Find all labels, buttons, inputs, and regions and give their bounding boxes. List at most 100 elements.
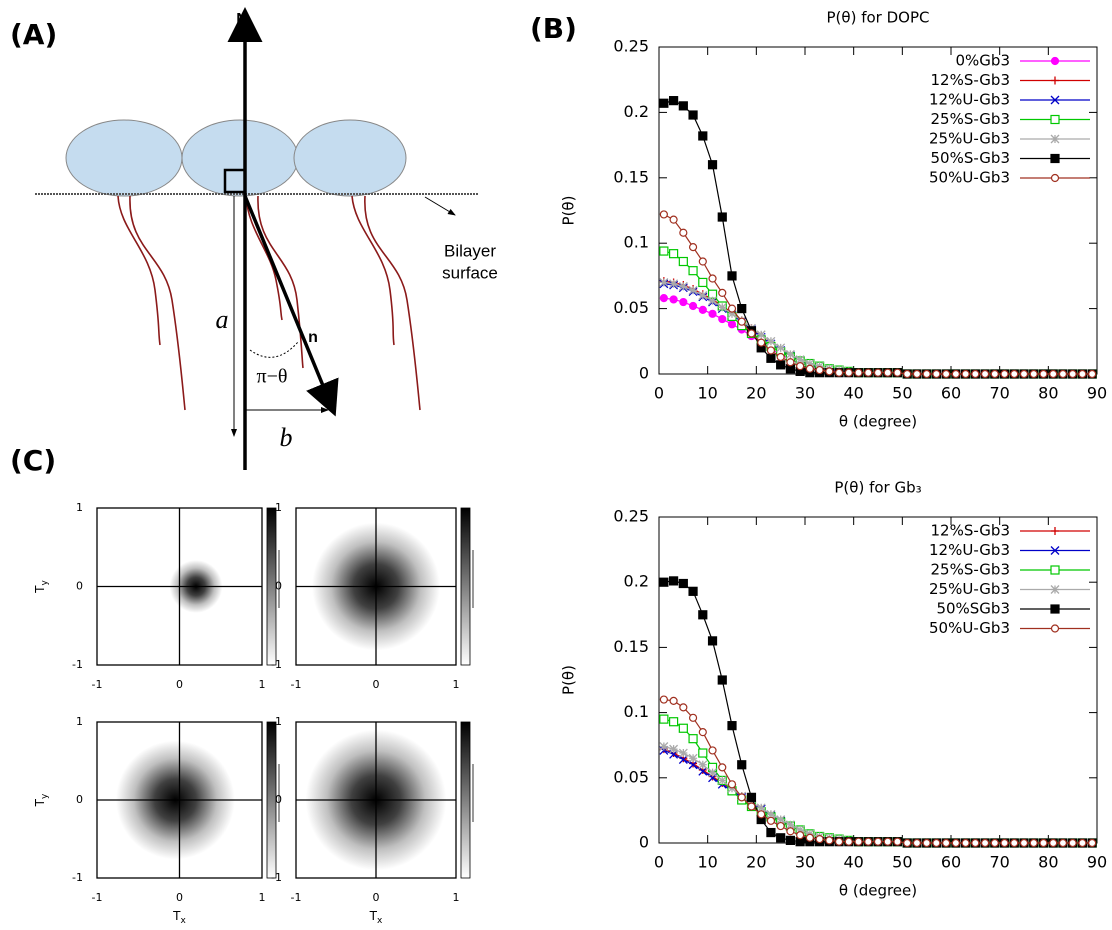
marker [922, 369, 931, 379]
marker [1039, 838, 1048, 848]
marker [873, 368, 883, 377]
marker [1010, 838, 1019, 848]
marker [659, 98, 669, 108]
marker [688, 734, 698, 744]
marker [668, 576, 679, 586]
y-axis-label-sub: y [40, 793, 50, 799]
x-axis-label: Tx [369, 909, 383, 926]
x-tick-label: 0 [654, 853, 664, 872]
marker [718, 288, 727, 298]
marker [796, 831, 805, 840]
marker [854, 837, 863, 846]
x-tick-label: -1 [291, 891, 302, 904]
marker [756, 330, 766, 340]
diagram-label: a [216, 305, 229, 334]
marker [883, 837, 892, 846]
marker [698, 257, 707, 266]
x-axis-label-sub: x [377, 916, 383, 926]
marker [737, 317, 746, 326]
marker [942, 838, 951, 848]
marker [708, 746, 717, 755]
marker [844, 368, 853, 377]
marker [679, 297, 688, 307]
x-axis-label: Tx [172, 909, 186, 926]
marker [737, 760, 747, 770]
x-tick-label: 30 [795, 384, 815, 403]
y-tick-label: 1 [275, 501, 282, 514]
y-tick-label: 0 [639, 364, 649, 383]
lipid-head [65, 119, 183, 197]
x-tick-label: 50 [892, 853, 912, 872]
x-tick-label: 80 [1038, 853, 1058, 872]
marker [688, 266, 698, 276]
chart-title: P(θ) for DOPC [827, 9, 930, 27]
marker [776, 821, 785, 831]
marker [971, 838, 980, 848]
series-line [663, 281, 1093, 375]
marker [708, 274, 717, 283]
marker [796, 362, 805, 371]
x-tick-label: 10 [697, 384, 717, 403]
marker [717, 775, 727, 785]
legend-label: 50%U-Gb3 [929, 619, 1010, 637]
series-line [663, 283, 1093, 375]
y-tick-label: 0 [275, 580, 282, 593]
legend-label: 0%Gb3 [956, 52, 1011, 70]
marker [669, 279, 679, 289]
marker [659, 714, 669, 724]
diagram: N Bilayer surface a n π−θ b [35, 7, 498, 470]
x-tick-label: 80 [1038, 384, 1058, 403]
marker [1010, 369, 1019, 379]
marker [786, 827, 795, 836]
marker [668, 249, 679, 259]
marker [688, 713, 698, 722]
marker [1088, 838, 1097, 848]
y-tick-label: 0 [76, 793, 83, 806]
x-tick-label: 0 [176, 678, 183, 691]
marker [708, 309, 717, 318]
marker [951, 838, 960, 848]
x-tick-label: 60 [941, 384, 961, 403]
plot-frame [96, 507, 263, 666]
marker [1050, 56, 1060, 66]
marker [688, 285, 698, 295]
legend-label: 25%U-Gb3 [929, 580, 1010, 598]
x-tick-label: 0 [176, 891, 183, 904]
marker [1051, 76, 1059, 85]
marker [912, 369, 922, 379]
marker [746, 792, 757, 802]
marker [776, 815, 786, 824]
plot-frame [96, 721, 263, 879]
x-tick-label: 90 [1087, 853, 1107, 872]
y-tick-label: 0.1 [624, 233, 649, 252]
y-tick-label: 0.2 [624, 572, 649, 591]
marker [766, 346, 776, 355]
marker [1029, 369, 1038, 379]
legend-label: 25%U-Gb3 [929, 130, 1010, 148]
marker [1078, 838, 1087, 848]
marker [873, 837, 883, 846]
marker [903, 838, 912, 848]
legend-label: 12%U-Gb3 [929, 541, 1010, 559]
marker [1050, 95, 1060, 105]
marker [668, 717, 679, 727]
y-axis-label: Ty [33, 579, 50, 593]
marker [766, 827, 776, 838]
marker [669, 696, 678, 705]
marker [864, 368, 873, 377]
panel-label: (C) [10, 444, 56, 477]
marker [659, 246, 669, 256]
x-axis-label-main: T [172, 909, 181, 923]
legend-label: 25%S-Gb3 [930, 561, 1010, 579]
marker [805, 364, 814, 373]
y-tick-label: 0 [275, 793, 282, 806]
marker [1019, 838, 1029, 848]
x-tick-label: 70 [989, 853, 1009, 872]
marker [795, 355, 805, 365]
marker [844, 837, 853, 846]
marker [1039, 369, 1048, 379]
marker [1050, 546, 1060, 555]
marker [688, 243, 698, 252]
marker [747, 802, 756, 811]
